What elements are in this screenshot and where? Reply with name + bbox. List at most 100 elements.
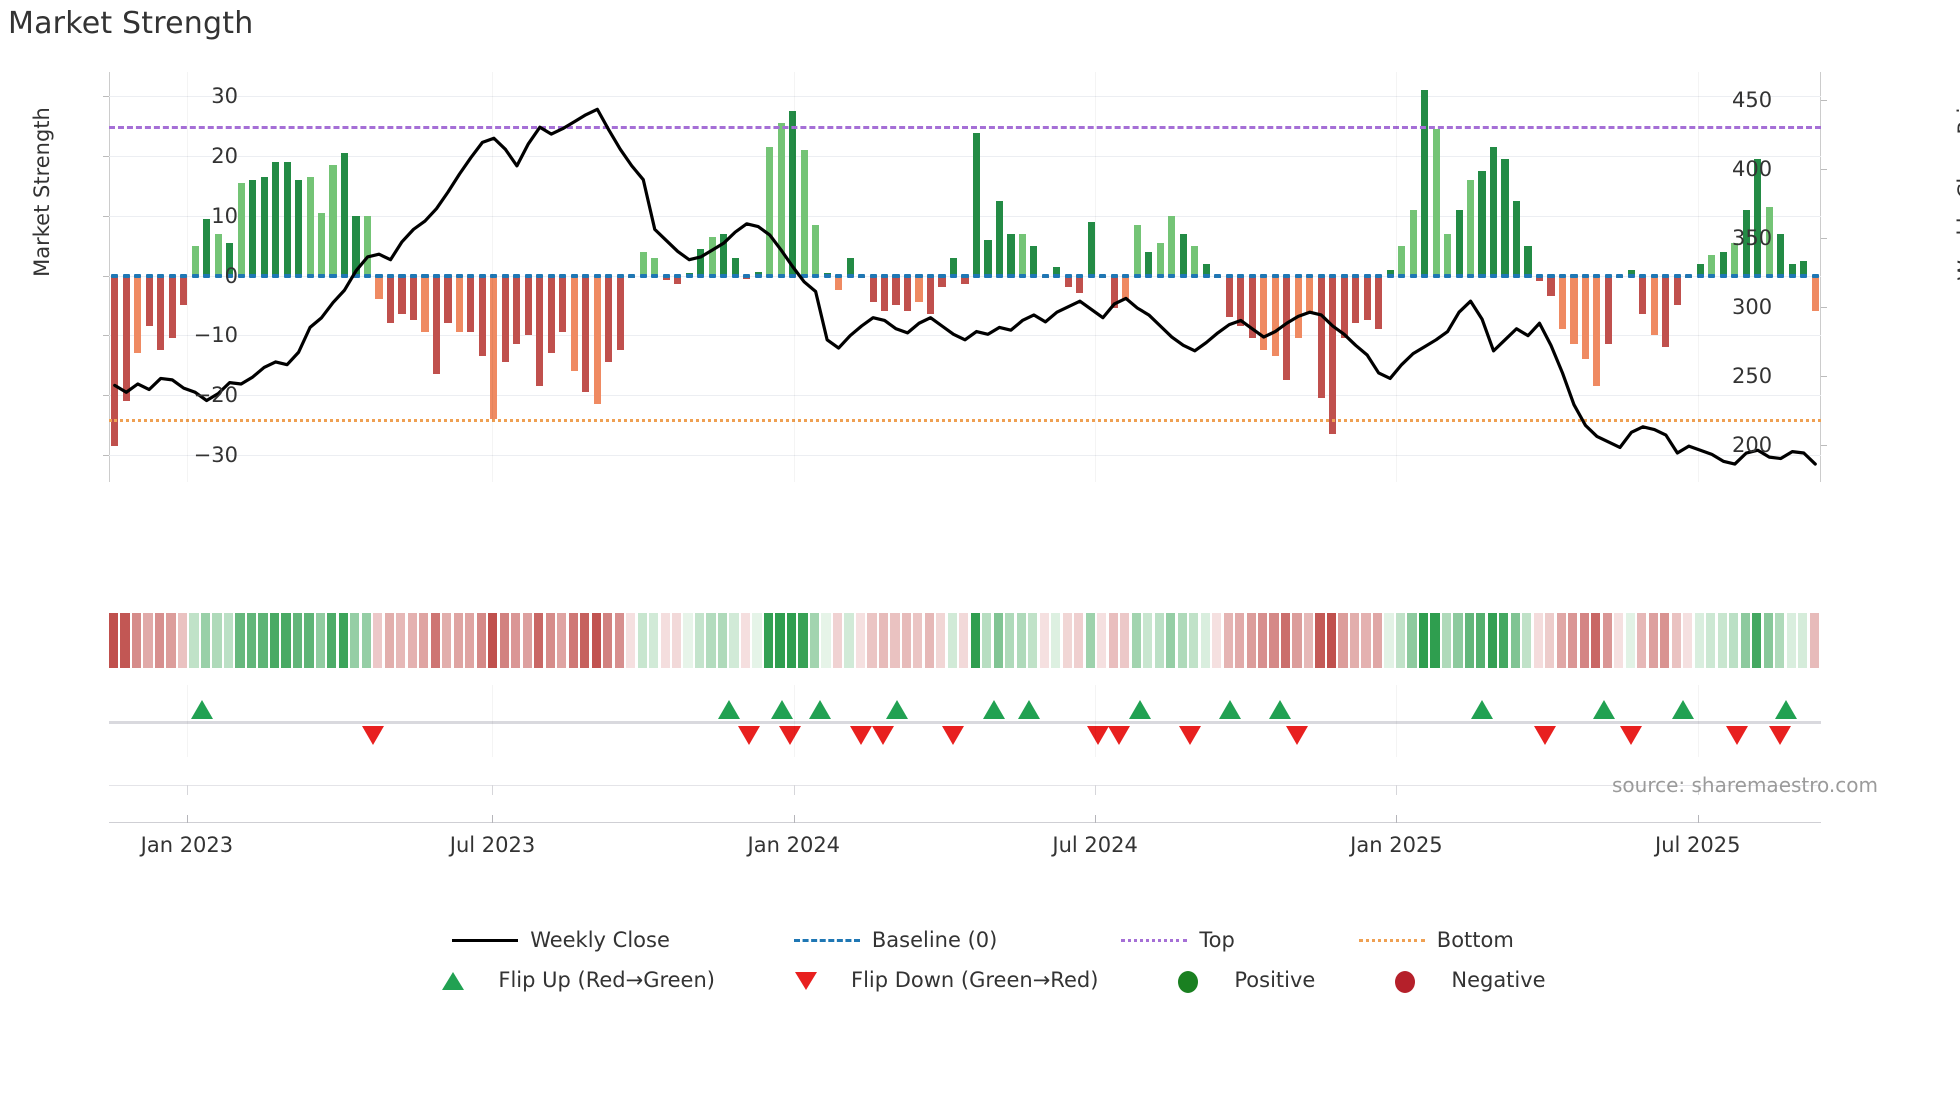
baseline-segment [869,273,877,278]
heatmap-cell [763,613,774,668]
strength-heatmap-strip [109,613,1821,668]
bar [605,275,613,363]
baseline-segment [708,273,716,278]
heatmap-cell [373,613,383,668]
baseline-segment [122,273,130,278]
tick-mark [1821,237,1827,239]
x-gridline [492,685,494,757]
heatmap-cell [649,613,659,668]
baseline-segment [858,273,866,278]
baseline-segment [1122,273,1130,278]
bar [915,275,923,303]
flip-down-marker [850,726,873,745]
heatmap-cell [1545,613,1555,668]
bar [708,236,716,276]
legend-item[interactable]: Top [1115,927,1235,953]
heatmap-cell [1579,613,1589,668]
baseline-segment [1788,273,1796,278]
legend-item[interactable]: Flip Up (Red→Green) [414,967,715,993]
flip-down-marker [1619,726,1642,745]
legend-item[interactable]: Bottom [1353,927,1514,953]
bar [1811,275,1819,312]
bar [1800,260,1808,276]
heatmap-cell [1775,613,1785,668]
legend-item[interactable]: Negative [1367,967,1546,993]
tick-mark [103,215,109,217]
baseline-segment [1087,273,1095,278]
flip-up-marker [191,700,214,719]
bar [961,275,969,285]
baseline-segment [272,273,280,278]
baseline-segment [1765,273,1773,278]
baseline-segment [1375,273,1383,278]
flip-down-marker [361,726,384,745]
baseline-segment [1421,273,1429,278]
baseline-segment [1248,273,1256,278]
bar [892,275,900,306]
legend-item[interactable]: Flip Down (Green→Red) [767,967,1098,993]
heatmap-cell [637,613,647,668]
bar [1294,275,1302,339]
baseline-segment [490,273,498,278]
baseline-segment [823,273,831,278]
baseline-segment [329,273,337,278]
bar [1225,275,1233,318]
bar [1168,215,1176,276]
flip-down-marker [1108,726,1131,745]
circle-icon [1150,967,1228,993]
legend-label: Bottom [1436,928,1514,952]
heatmap-cell [499,613,509,668]
chart-legend: Weekly Close Baseline (0) Top Bottom Flip U… [0,920,1960,1000]
heatmap-cell [1453,613,1463,668]
baseline-segment [800,273,808,278]
heatmap-cell [1487,613,1497,668]
heatmap-cell [1809,613,1819,668]
legend-item[interactable]: Positive [1150,967,1315,993]
flip-down-marker [942,726,965,745]
bar [582,275,590,393]
baseline-segment [1352,273,1360,278]
baseline-segment [1673,273,1681,278]
baseline-segment [1444,273,1452,278]
baseline-segment [306,273,314,278]
bar [122,275,130,402]
bar [1512,200,1521,276]
heatmap-cell [1407,613,1417,668]
heatmap-cell [717,613,728,668]
tick-mark [1821,444,1827,446]
bar [1329,275,1337,435]
baseline-segment [1535,273,1544,278]
baseline-segment [812,273,820,278]
line-icon-shape [452,939,519,942]
baseline-segment [318,273,326,278]
heatmap-cell [970,613,980,668]
baseline-segment [881,273,889,278]
gridline [109,455,1821,457]
baseline-segment [777,273,785,278]
bar [467,275,475,333]
page-title: Market Strength [8,6,254,41]
heatmap-cell [1384,613,1394,668]
bar [318,212,326,276]
x-tick-label: Jan 2025 [1350,833,1443,857]
bar [1271,275,1279,357]
heatmap-cell [924,613,934,668]
baseline-segment [513,273,521,278]
heatmap-cell [1235,613,1245,668]
bar [1765,206,1773,276]
x-tick-mark-upper [492,785,494,795]
baseline-segment [1076,273,1084,278]
legend-item[interactable]: Baseline (0) [788,927,997,953]
flip-down-marker [871,726,894,745]
legend-label: Negative [1451,968,1546,992]
baseline-segment [743,273,751,278]
x-tick-mark-upper [1697,785,1699,795]
bar [547,275,555,354]
bar [191,245,199,276]
heatmap-cell [1166,613,1176,668]
bar [1306,275,1314,315]
heatmap-cell [1441,613,1452,668]
bar [1593,275,1601,387]
legend-item[interactable]: Weekly Close [446,927,670,953]
